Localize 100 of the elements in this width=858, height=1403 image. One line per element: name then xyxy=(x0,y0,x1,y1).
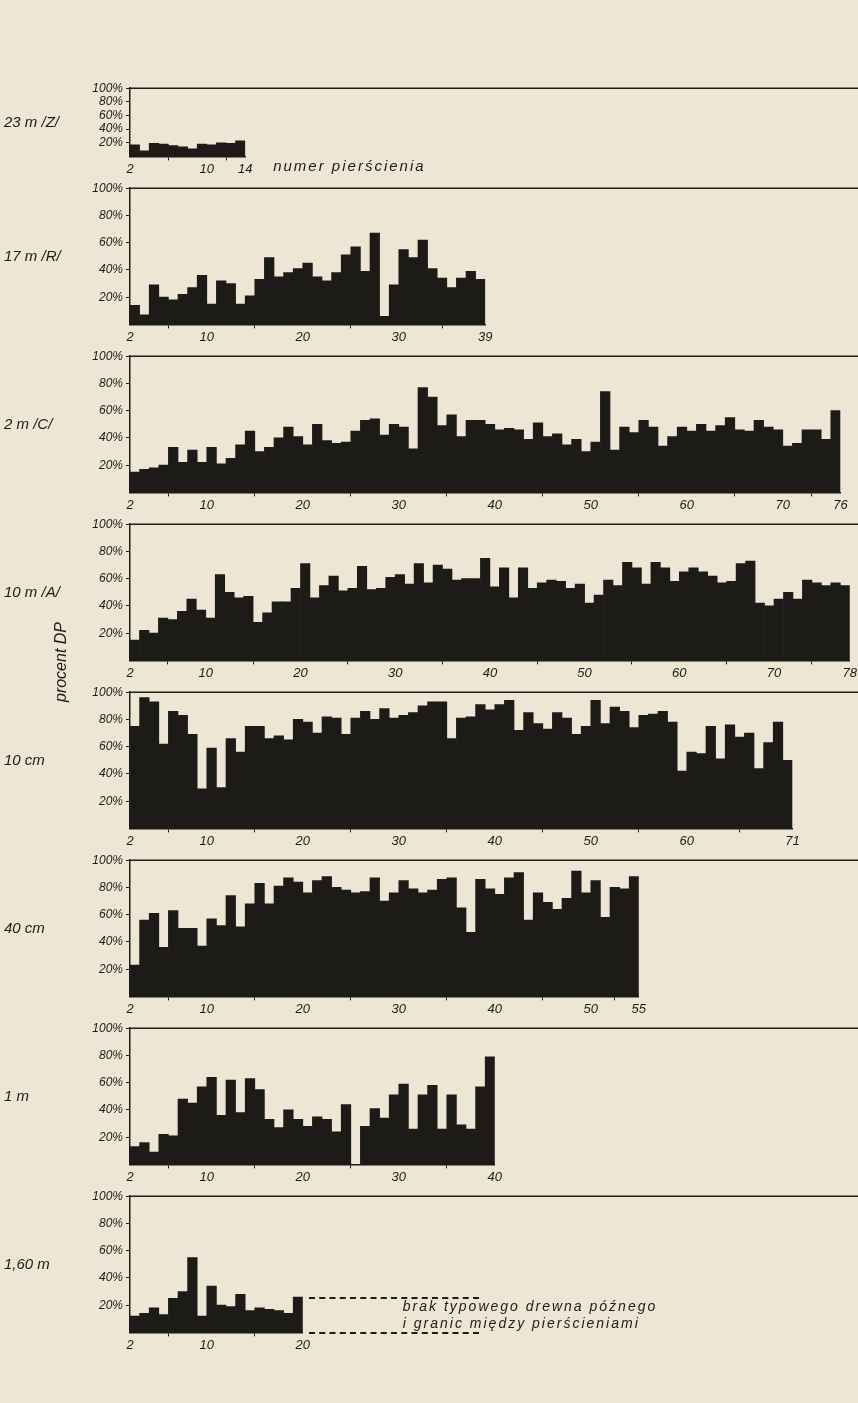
y-tick-label: 80% xyxy=(98,711,124,726)
x-tick-label: 20 xyxy=(292,664,309,680)
x-tick-label: 2 xyxy=(125,1336,135,1352)
y-tick-label: 20% xyxy=(97,1129,124,1144)
y-tick-label: 100% xyxy=(92,348,124,363)
x-tick-label: 20 xyxy=(294,496,311,512)
x-tick-label: 20 xyxy=(294,1168,311,1184)
x-tick-label: 10 xyxy=(199,496,215,512)
x-tick-label: 71 xyxy=(785,832,800,848)
y-tick-label: 100% xyxy=(92,1020,124,1035)
x-tick-label: 76 xyxy=(833,496,849,512)
x-tick-label: 2 xyxy=(125,328,135,344)
y-tick-label: 40% xyxy=(98,121,124,136)
y-tick-label: 80% xyxy=(98,543,124,558)
x-tick-label: 50 xyxy=(583,496,599,512)
x-tick-label: 10 xyxy=(198,664,214,680)
x-tick-label: 2 xyxy=(125,496,135,512)
y-tick-label: 20% xyxy=(97,625,124,640)
y-tick-label: 40% xyxy=(98,1102,124,1117)
x-tick-label: 30 xyxy=(391,496,407,512)
x-tick-label: 40 xyxy=(487,832,503,848)
x-tick-label: 40 xyxy=(487,1000,503,1016)
text: 2 m /C/ xyxy=(4,415,55,433)
x-tick-label: 30 xyxy=(391,1000,407,1016)
y-tick-label: 100% xyxy=(92,80,124,95)
text: i granic między pierścieniami xyxy=(402,1314,640,1331)
x-tick-label: 20 xyxy=(294,832,311,848)
y-axis-title: procent DP xyxy=(52,621,70,702)
x-tick-label: 2 xyxy=(125,1168,135,1184)
y-tick-label: 100% xyxy=(92,180,124,195)
x-tick-label: 10 xyxy=(199,1168,215,1184)
x-tick-label: 50 xyxy=(583,1000,599,1016)
text: 1 m xyxy=(4,1087,30,1105)
x-tick-label: 50 xyxy=(577,664,593,680)
y-tick-label: 20% xyxy=(97,1297,124,1312)
y-tick-label: 80% xyxy=(98,375,124,390)
x-tick-label: 10 xyxy=(199,1336,215,1352)
x-tick-label: 10 xyxy=(199,328,215,344)
y-tick-label: 40% xyxy=(98,766,124,781)
y-tick-label: 100% xyxy=(92,684,124,699)
x-tick-label: 20 xyxy=(294,328,311,344)
x-tick-label: 30 xyxy=(387,664,404,680)
y-tick-label: 60% xyxy=(98,739,124,754)
text: 10 m /A/ xyxy=(4,583,62,601)
y-tick-label: 60% xyxy=(98,1243,124,1258)
x-tick-label: 78 xyxy=(842,664,858,680)
y-tick-label: 100% xyxy=(92,516,124,531)
x-tick-label: 40 xyxy=(487,1168,503,1184)
x-tick-label: 2 xyxy=(125,664,135,680)
x-tick-label: 60 xyxy=(679,496,695,512)
text: 17 m /R/ xyxy=(4,247,63,265)
x-tick-label: 2 xyxy=(125,1000,135,1016)
x-tick-label: 60 xyxy=(672,664,688,680)
y-tick-label: 60% xyxy=(98,235,124,250)
x-tick-label: 30 xyxy=(391,832,407,848)
y-tick-label: 60% xyxy=(98,1075,124,1090)
x-tick-label: 40 xyxy=(482,664,498,680)
text: 23 m /Z/ xyxy=(4,113,61,131)
y-tick-label: 100% xyxy=(92,852,124,867)
text: brak typowego drewna późnego xyxy=(402,1297,658,1314)
x-tick-label: 2 xyxy=(125,832,135,848)
x-axis-title: numer pierścienia xyxy=(273,157,426,175)
x-tick-label: 70 xyxy=(775,496,791,512)
y-tick-label: 20% xyxy=(97,793,124,808)
y-tick-label: 60% xyxy=(98,403,124,418)
x-tick-label: 39 xyxy=(477,328,493,344)
y-tick-label: 80% xyxy=(98,1047,124,1062)
text: 40 cm xyxy=(4,919,46,937)
y-tick-label: 80% xyxy=(98,1215,124,1230)
y-tick-label: 20% xyxy=(97,457,124,472)
y-tick-label: 80% xyxy=(98,207,124,222)
y-tick-label: 40% xyxy=(98,430,124,445)
x-tick-label: 50 xyxy=(583,832,599,848)
x-tick-label: 2 xyxy=(125,160,135,176)
x-tick-label: 10 xyxy=(199,160,215,176)
x-tick-label: 20 xyxy=(294,1336,311,1352)
y-tick-label: 40% xyxy=(98,1270,124,1285)
x-tick-label: 30 xyxy=(391,1168,407,1184)
x-tick-label: 30 xyxy=(391,328,407,344)
x-tick-label: 20 xyxy=(294,1000,311,1016)
x-tick-label: 14 xyxy=(237,160,253,176)
x-tick-label: 10 xyxy=(199,832,215,848)
y-tick-label: 40% xyxy=(98,262,124,277)
text: 10 cm xyxy=(4,751,46,769)
y-tick-label: 60% xyxy=(98,571,124,586)
y-tick-label: 20% xyxy=(97,135,124,150)
x-tick-label: 40 xyxy=(487,496,503,512)
text: 1,60 m xyxy=(4,1255,51,1273)
y-tick-label: 20% xyxy=(97,289,124,304)
y-tick-label: 20% xyxy=(97,961,124,976)
y-tick-label: 40% xyxy=(98,934,124,949)
y-tick-label: 40% xyxy=(98,598,124,613)
x-tick-label: 55 xyxy=(631,1000,647,1016)
y-tick-label: 100% xyxy=(92,1188,124,1203)
x-tick-label: 70 xyxy=(766,664,782,680)
x-tick-label: 10 xyxy=(199,1000,215,1016)
y-tick-label: 60% xyxy=(98,107,124,122)
y-tick-label: 60% xyxy=(98,907,124,922)
x-tick-label: 60 xyxy=(679,832,695,848)
y-tick-label: 80% xyxy=(98,94,124,109)
